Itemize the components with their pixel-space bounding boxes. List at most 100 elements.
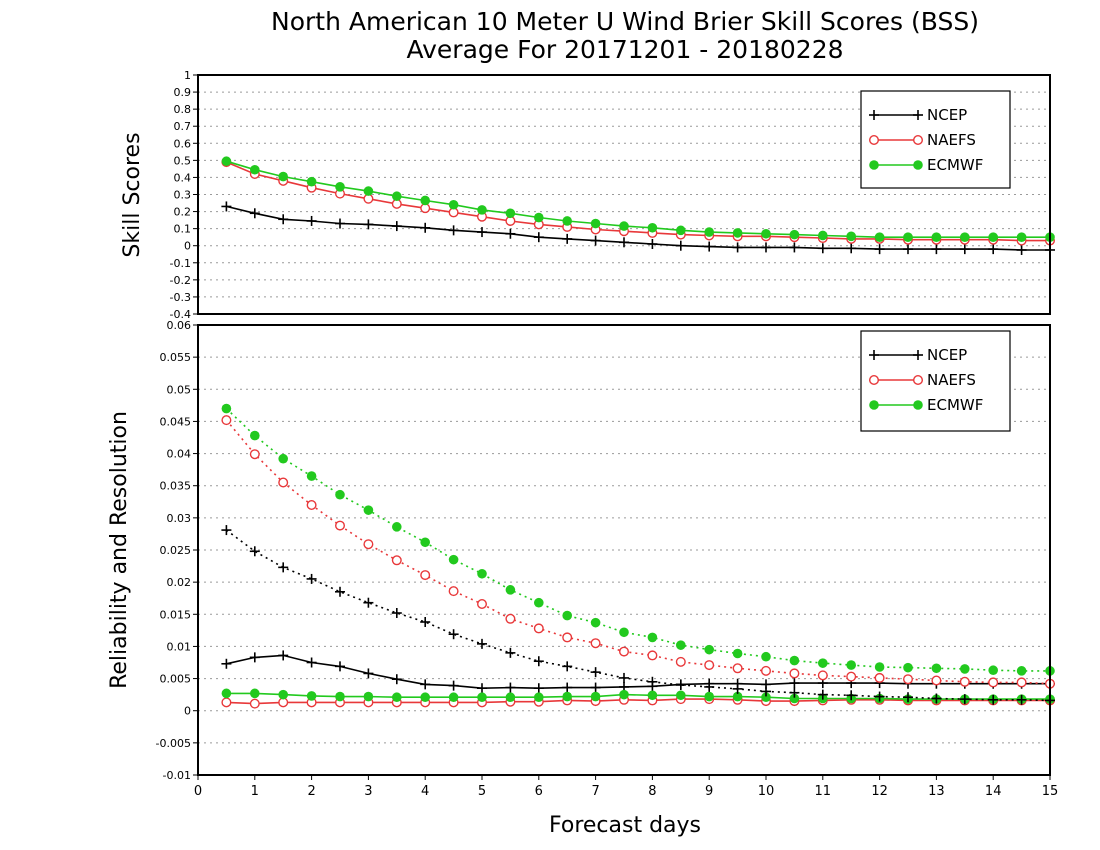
data-point <box>221 688 232 699</box>
data-point <box>448 199 459 210</box>
data-point <box>1016 244 1027 255</box>
data-point <box>477 599 488 610</box>
data-point <box>221 658 232 669</box>
data-point <box>874 244 885 255</box>
data-point <box>732 648 743 659</box>
data-point <box>846 660 856 670</box>
data-point <box>988 244 999 255</box>
data-point <box>335 520 346 531</box>
y-tick-label: 0.02 <box>167 576 192 589</box>
data-point <box>761 228 771 239</box>
y-tick-label: 0.03 <box>167 512 192 525</box>
data-point <box>306 691 317 701</box>
y-tick-label: -0.1 <box>170 257 191 270</box>
x-tick-label: 10 <box>758 784 775 799</box>
data-point <box>647 676 658 687</box>
data-point <box>278 171 289 182</box>
data-point <box>1016 232 1027 242</box>
data-point <box>363 597 374 608</box>
data-point <box>704 241 715 252</box>
data-point <box>647 632 658 643</box>
data-point <box>249 208 260 219</box>
data-point <box>533 683 544 694</box>
data-point <box>619 646 630 657</box>
y-tick-label: 0.055 <box>160 351 192 364</box>
data-point <box>363 539 374 550</box>
y-tick-label: 0.9 <box>174 86 192 99</box>
data-point <box>392 191 402 202</box>
bottom-panel-y-axis-title: Reliability and Resolution <box>107 411 132 689</box>
data-point <box>505 692 516 703</box>
data-point <box>249 698 260 709</box>
data-point <box>931 232 942 242</box>
data-point <box>789 693 800 704</box>
data-point <box>562 610 572 621</box>
data-point <box>959 244 970 255</box>
data-point <box>732 683 743 694</box>
x-tick-label: 1 <box>251 784 259 799</box>
data-point <box>363 186 374 196</box>
relres-series-ecmwf-solid <box>221 688 1055 704</box>
series-line <box>226 654 1050 690</box>
data-point <box>647 222 658 233</box>
data-point <box>789 668 800 679</box>
data-point <box>278 650 289 661</box>
data-point <box>704 681 715 692</box>
legend-label-ecmwf: ECMWF <box>927 156 983 174</box>
data-point <box>732 242 743 253</box>
y-tick-label: 0.2 <box>174 206 192 219</box>
legend-box <box>860 330 1011 432</box>
data-point <box>732 228 743 238</box>
data-point <box>278 689 289 700</box>
data-point <box>335 182 345 192</box>
data-point <box>448 692 459 703</box>
legend-label-ncep: NCEP <box>927 106 967 124</box>
data-point <box>221 156 232 167</box>
legend-label-ncep: NCEP <box>927 346 967 364</box>
data-point <box>505 613 516 624</box>
data-point <box>619 689 629 700</box>
data-point <box>704 691 714 702</box>
data-point <box>988 677 999 688</box>
data-point <box>789 687 800 698</box>
chart-title-line1: North American 10 Meter U Wind Brier Ski… <box>271 7 979 36</box>
y-tick-label: -0.4 <box>170 308 191 321</box>
y-tick-label: 0.035 <box>160 480 192 493</box>
data-point <box>675 680 686 690</box>
data-point <box>306 215 317 226</box>
y-tick-label: 0.01 <box>167 640 192 653</box>
data-point <box>647 690 658 701</box>
data-point <box>931 693 942 704</box>
data-point <box>335 218 345 229</box>
legend-label-ecmwf: ECMWF <box>927 396 983 414</box>
data-point <box>562 661 573 672</box>
chart-title-line2: Average For 20171201 - 20180228 <box>406 35 843 64</box>
skill-scores-panel: 1 0.9 0.8 0.7 0.6 0.5 0.4 0.3 0.2 0.1 0 -0.1 -0.2 -0.… <box>170 69 1055 321</box>
y-tick-label: 0 <box>184 705 191 718</box>
data-point <box>392 692 402 703</box>
data-point <box>391 674 402 685</box>
data-point <box>619 237 629 248</box>
data-point <box>903 662 913 673</box>
data-point <box>704 660 715 671</box>
data-point <box>221 525 232 536</box>
data-point <box>676 690 686 701</box>
data-point <box>761 686 771 697</box>
data-point <box>960 232 970 242</box>
data-point <box>761 665 772 676</box>
x-tick-label: 13 <box>928 784 945 799</box>
y-tick-label: 0.1 <box>174 223 192 236</box>
skill-series-ecmwf-solid <box>221 156 1055 242</box>
data-point <box>335 661 345 672</box>
data-point <box>477 692 487 703</box>
data-point <box>1016 694 1027 705</box>
relres-series-naefs-dotted <box>221 415 1055 689</box>
data-point <box>959 694 970 705</box>
data-point <box>846 671 857 682</box>
data-point <box>562 682 573 693</box>
data-point <box>534 597 544 608</box>
series-line <box>226 692 1050 700</box>
data-point <box>448 225 459 236</box>
data-point <box>391 221 402 232</box>
